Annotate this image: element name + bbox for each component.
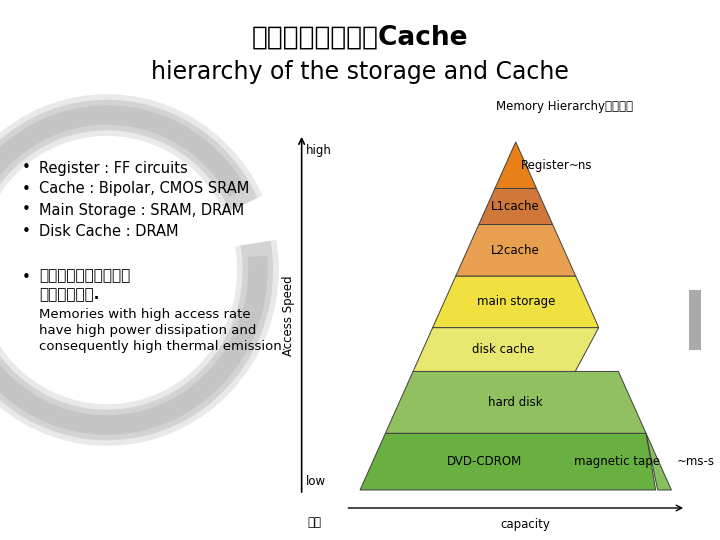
Text: ~ns: ~ns (570, 159, 593, 172)
Polygon shape (385, 372, 646, 433)
Text: L2cache: L2cache (491, 244, 540, 256)
Text: main storage: main storage (477, 295, 555, 308)
Text: 発熱量が高い.: 発熱量が高い. (39, 287, 99, 302)
Text: have high power dissipation and: have high power dissipation and (39, 324, 256, 337)
Text: •: • (22, 271, 30, 286)
Polygon shape (646, 433, 672, 490)
Text: Main Storage : SRAM, DRAM: Main Storage : SRAM, DRAM (39, 202, 244, 218)
Text: •: • (22, 181, 30, 197)
Text: magnetic tape: magnetic tape (574, 455, 660, 468)
Text: Register : FF circuits: Register : FF circuits (39, 160, 188, 176)
Text: hard disk: hard disk (488, 396, 543, 409)
Text: consequently high thermal emission.: consequently high thermal emission. (39, 340, 286, 353)
Bar (689, 290, 701, 350)
Polygon shape (495, 142, 536, 188)
Text: 福永: 福永 (307, 516, 322, 529)
Text: Memory Hierarchy（階層）: Memory Hierarchy（階層） (496, 100, 633, 113)
Text: Cache : Bipolar, CMOS SRAM: Cache : Bipolar, CMOS SRAM (39, 181, 249, 197)
Text: low: low (305, 475, 325, 488)
Text: Register: Register (521, 159, 570, 172)
Text: •: • (22, 160, 30, 176)
Text: hierarchy of the storage and Cache: hierarchy of the storage and Cache (151, 60, 569, 84)
Text: •: • (22, 224, 30, 239)
Text: •: • (22, 202, 30, 218)
Polygon shape (433, 276, 599, 328)
Text: Memories with high access rate: Memories with high access rate (39, 308, 251, 321)
Text: capacity: capacity (500, 518, 550, 531)
Text: 早いメモリは消費電力: 早いメモリは消費電力 (39, 268, 130, 283)
Polygon shape (479, 188, 553, 225)
Text: メモリの階層性とCache: メモリの階層性とCache (252, 25, 468, 51)
Text: disk cache: disk cache (472, 343, 534, 356)
Text: Disk Cache : DRAM: Disk Cache : DRAM (39, 224, 179, 239)
Polygon shape (413, 328, 599, 372)
Text: high: high (305, 144, 331, 157)
Polygon shape (456, 225, 576, 276)
Text: DVD-CDROM: DVD-CDROM (447, 455, 522, 468)
Text: Access Speed: Access Speed (282, 276, 294, 356)
Polygon shape (360, 433, 656, 490)
Text: L1cache: L1cache (491, 200, 540, 213)
Text: ~ms-s: ~ms-s (678, 455, 715, 468)
